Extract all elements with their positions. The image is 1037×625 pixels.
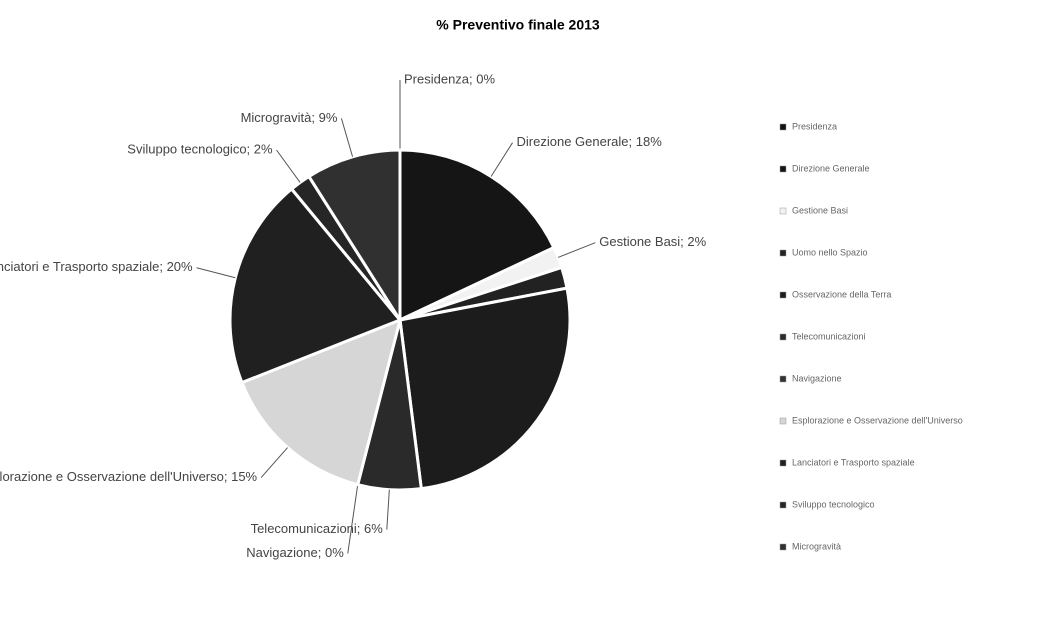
legend-swatch	[779, 207, 787, 215]
legend-swatch	[779, 459, 787, 467]
legend-label: Sviluppo tecnologico	[792, 499, 875, 509]
leader-line	[490, 142, 513, 177]
legend-label: Uomo nello Spazio	[792, 247, 868, 257]
data-label: Sviluppo tecnologico; 2%	[127, 142, 273, 157]
data-label: Telecomunicazioni; 6%	[251, 521, 384, 536]
legend-swatch	[779, 249, 787, 257]
legend-swatch	[779, 375, 787, 383]
leader-line	[260, 447, 288, 478]
legend-swatch	[779, 165, 787, 173]
legend-label: Telecomunicazioni	[792, 331, 866, 341]
data-label: Microgravità; 9%	[241, 110, 338, 125]
legend-swatch	[779, 501, 787, 509]
legend-swatch	[779, 417, 787, 425]
data-label: Esplorazione e Osservazione dell'Univers…	[0, 469, 258, 484]
data-label: Navigazione; 0%	[246, 545, 344, 560]
leader-line	[340, 118, 354, 157]
legend-label: Esplorazione e Osservazione dell'Univers…	[792, 415, 963, 425]
pie-slice	[398, 286, 572, 491]
chart-title: % Preventivo finale 2013	[436, 17, 600, 33]
pie-slice	[228, 186, 403, 385]
leader-line	[196, 267, 236, 279]
legend-label: Microgravità	[792, 541, 841, 551]
pie-slice	[239, 317, 403, 487]
legend-label: Direzione Generale	[792, 163, 870, 173]
legend-swatch	[779, 291, 787, 299]
legend-label: Osservazione della Terra	[792, 289, 891, 299]
leader-line	[557, 242, 596, 258]
leader-line	[347, 484, 359, 554]
data-label: Presidenza; 0%	[404, 71, 495, 86]
legend-swatch	[779, 333, 787, 341]
pie-slice	[306, 148, 402, 326]
legend-swatch	[779, 123, 787, 131]
data-label: Lanciatori e Trasporto spaziale; 20%	[0, 259, 193, 274]
legend-label: Presidenza	[792, 121, 837, 131]
legend-label: Gestione Basi	[792, 205, 848, 215]
data-label: Direzione Generale; 18%	[517, 134, 663, 149]
leader-line	[386, 489, 390, 530]
legend-swatch	[779, 543, 787, 551]
data-label: Gestione Basi; 2%	[599, 234, 706, 249]
legend-label: Navigazione	[792, 373, 842, 383]
legend-label: Lanciatori e Trasporto spaziale	[792, 457, 915, 467]
leader-line	[276, 149, 301, 183]
